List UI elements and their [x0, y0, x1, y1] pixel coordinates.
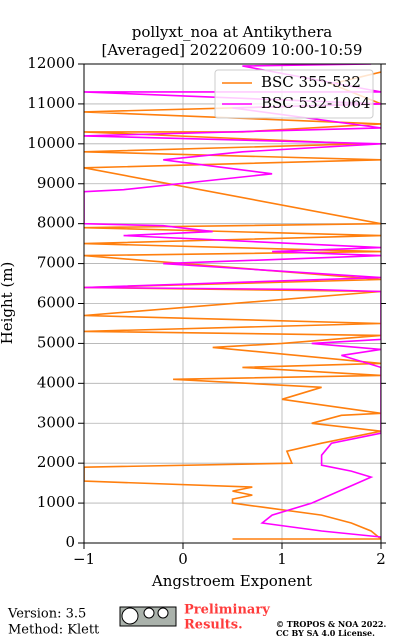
plot-frame [83, 63, 382, 544]
series-line [84, 71, 381, 540]
x-tick-label: 1 [277, 550, 287, 568]
y-tick-label: 5000 [37, 333, 75, 351]
y-tick-label: 3000 [37, 413, 75, 431]
x-tick-label: 2 [376, 550, 386, 568]
y-tick-label: 7000 [37, 254, 75, 272]
y-tick-label: 6000 [37, 294, 75, 312]
y-tick-label: 12000 [27, 54, 75, 72]
results: Results. [184, 618, 243, 633]
x-tick-label: 0 [178, 550, 188, 568]
y-tick-label: 1000 [37, 493, 75, 511]
x-axis-label: Angstroem Exponent [151, 572, 312, 590]
method: Method: Klett [8, 623, 100, 638]
legend-label: BSC 355-532 [261, 73, 361, 91]
cc-badge [119, 606, 177, 627]
y-tick-label: 10000 [27, 134, 75, 152]
y-tick-label: 2000 [37, 453, 75, 471]
chart-title: pollyxt_noa at Antikythera [132, 23, 332, 41]
y-tick-label: 0 [65, 533, 75, 551]
y-tick-label: 8000 [37, 214, 75, 232]
preliminary: Preliminary [184, 603, 270, 618]
y-tick-label: 11000 [27, 94, 75, 112]
series-line [84, 64, 381, 538]
license: CC BY SA 4.0 License. [276, 628, 375, 638]
y-tick-label: 4000 [37, 373, 75, 391]
version: Version: 3.5 [7, 607, 86, 622]
chart-subtitle: [Averaged] 20220609 10:00-10:59 [102, 41, 363, 59]
x-tick-label: −1 [73, 550, 95, 568]
legend-label: BSC 532-1064 [261, 94, 370, 112]
legend-box [214, 69, 374, 119]
copyright: © TROPOS & NOA 2022. [276, 619, 386, 629]
y-axis-label: Height (m) [0, 262, 16, 345]
y-tick-label: 9000 [37, 174, 75, 192]
